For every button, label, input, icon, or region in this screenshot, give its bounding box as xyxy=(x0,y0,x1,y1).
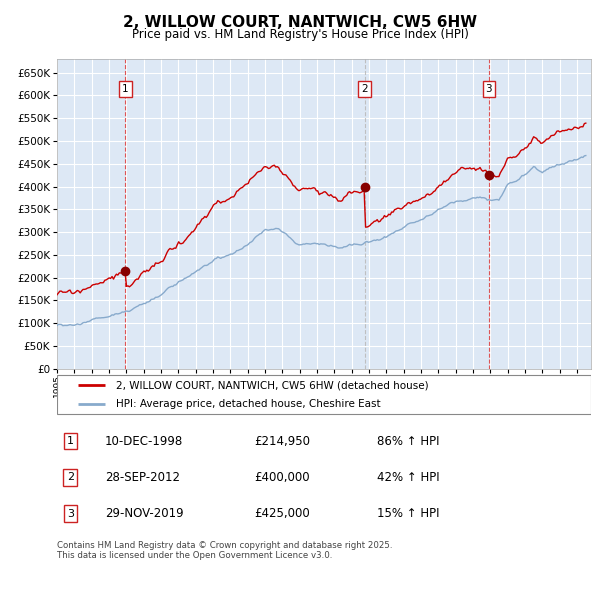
Text: 2, WILLOW COURT, NANTWICH, CW5 6HW (detached house): 2, WILLOW COURT, NANTWICH, CW5 6HW (deta… xyxy=(116,381,428,391)
Text: 2: 2 xyxy=(67,473,74,482)
Text: 3: 3 xyxy=(485,84,492,94)
Text: 1: 1 xyxy=(122,84,128,94)
Text: 1: 1 xyxy=(67,436,74,446)
Text: 10-DEC-1998: 10-DEC-1998 xyxy=(105,435,184,448)
Text: 15% ↑ HPI: 15% ↑ HPI xyxy=(377,507,440,520)
Text: £214,950: £214,950 xyxy=(254,435,311,448)
Text: 2: 2 xyxy=(361,84,368,94)
Text: 86% ↑ HPI: 86% ↑ HPI xyxy=(377,435,440,448)
Text: HPI: Average price, detached house, Cheshire East: HPI: Average price, detached house, Ches… xyxy=(116,399,380,409)
Text: 3: 3 xyxy=(67,509,74,519)
Text: 29-NOV-2019: 29-NOV-2019 xyxy=(105,507,184,520)
Text: £425,000: £425,000 xyxy=(254,507,310,520)
Text: 42% ↑ HPI: 42% ↑ HPI xyxy=(377,471,440,484)
Text: £400,000: £400,000 xyxy=(254,471,310,484)
Text: Price paid vs. HM Land Registry's House Price Index (HPI): Price paid vs. HM Land Registry's House … xyxy=(131,28,469,41)
Text: 2, WILLOW COURT, NANTWICH, CW5 6HW: 2, WILLOW COURT, NANTWICH, CW5 6HW xyxy=(123,15,477,30)
Text: 28-SEP-2012: 28-SEP-2012 xyxy=(105,471,180,484)
Text: Contains HM Land Registry data © Crown copyright and database right 2025.
This d: Contains HM Land Registry data © Crown c… xyxy=(57,540,392,560)
